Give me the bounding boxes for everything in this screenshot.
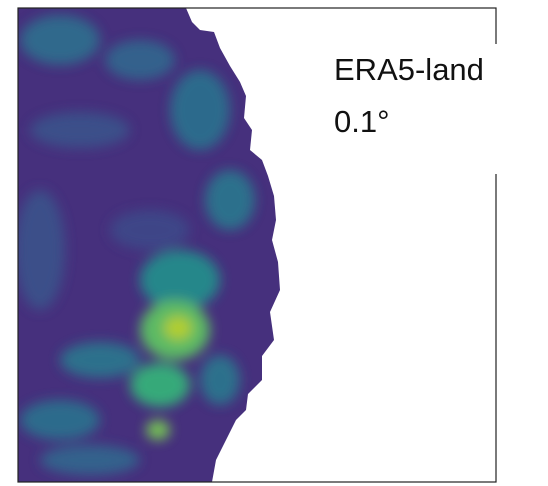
label-line: ERA5-land (330, 44, 548, 96)
label-line: 0.1° (330, 96, 548, 148)
page: ERA5-land 0.1° (() => { const data = JSO… (0, 0, 548, 486)
field (15, 8, 298, 486)
label-box: ERA5-land 0.1° (330, 44, 548, 174)
